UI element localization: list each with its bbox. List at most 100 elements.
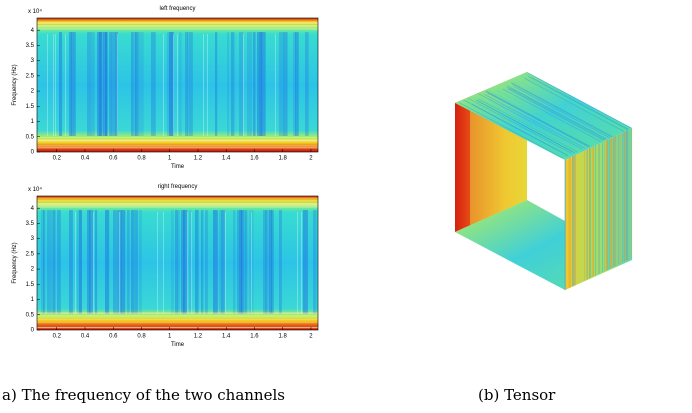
spectrogram-texture [305, 32, 309, 136]
y-axis-label: Frequency (Hz) [12, 64, 18, 105]
spectrogram-texture [269, 210, 273, 314]
spectrogram-texture [131, 32, 134, 136]
spectrogram-texture [133, 32, 137, 136]
spectrogram-texture [293, 32, 296, 136]
y-tick-label: 1.5 [26, 104, 35, 110]
spectrogram-texture [297, 212, 298, 314]
x-tick-label: 0.4 [81, 334, 90, 340]
y-tick-label: 2 [31, 89, 35, 95]
spectrogram-texture [177, 210, 180, 314]
y-tick-label: 1 [31, 297, 35, 303]
cube-stripe [496, 90, 596, 144]
spectrogram-texture [271, 210, 274, 314]
spectrogram-texture [43, 210, 46, 314]
spectrogram-texture [233, 210, 236, 314]
spectrogram-texture [177, 34, 178, 136]
x-tick-label: 1.2 [194, 334, 203, 340]
spectrogram-texture [55, 34, 56, 136]
cube-stripe [483, 93, 586, 149]
spectrogram-texture [195, 210, 199, 314]
spectrogram-image [37, 196, 318, 330]
x-axis-label: Time [171, 164, 185, 170]
spectrogram-texture [227, 32, 230, 136]
spectrogram-texture [237, 210, 242, 314]
spectrogram-texture [57, 210, 61, 314]
y-tick-label: 0 [31, 150, 35, 156]
x-tick-label: 1 [168, 156, 172, 162]
x-tick-label: 2 [309, 156, 313, 162]
spectrogram-texture [115, 32, 118, 136]
spectrogram-texture [187, 32, 190, 136]
spectrogram-texture [267, 210, 271, 314]
cube-stripe [476, 100, 575, 153]
cube-stripe [509, 87, 606, 140]
spectrogram-texture [179, 32, 182, 136]
caption: a) The frequency of the two channels [2, 386, 285, 404]
y-tick-label: 3.5 [26, 221, 35, 227]
spectrogram-texture [163, 212, 164, 314]
spectrogram-texture [189, 32, 193, 136]
spectrogram-texture [89, 210, 94, 314]
spectrogram-texture [87, 32, 92, 136]
spectrogram-texture [279, 210, 282, 314]
spectrogram-texture [275, 34, 276, 136]
spectrogram-texture [263, 210, 268, 314]
cube-stripe [459, 103, 563, 159]
cube-stripe [511, 82, 613, 137]
caption: (b) Tensor [478, 386, 556, 404]
spectrogram-texture [69, 32, 72, 136]
spectrogram-texture [239, 210, 243, 314]
x-tick-label: 1.4 [222, 334, 231, 340]
cube-stripe [513, 85, 610, 138]
cube-stripe [529, 77, 627, 131]
cube-stripe [468, 104, 566, 157]
spectrogram-texture [265, 210, 268, 314]
chart-title: left frequency [159, 6, 195, 12]
spectrogram-texture [167, 32, 172, 136]
x-axis-label: Time [171, 342, 185, 348]
cube-stripe [502, 88, 601, 142]
cube-stripe [524, 73, 630, 130]
y-tick-label: 3.5 [26, 43, 35, 49]
spectrogram-texture [295, 32, 299, 136]
spectrogram-texture [215, 32, 218, 136]
spectrogram-texture [87, 210, 91, 314]
cube-stripe [463, 99, 568, 156]
cube-stripe [466, 99, 570, 156]
spectrogram-texture [185, 32, 188, 136]
y-tick-label: 2.5 [26, 251, 35, 257]
x-tick-label: 1 [168, 334, 172, 340]
spectrogram-texture [231, 32, 234, 136]
spectrogram-texture [117, 34, 118, 136]
spectrogram-texture [109, 32, 112, 136]
spectrogram-texture [151, 32, 156, 136]
spectrogram-image [37, 18, 318, 152]
cube-stripe [475, 102, 572, 155]
spectrogram-texture [191, 212, 192, 314]
spectrogram-texture [117, 210, 122, 314]
cube-stripe [507, 88, 604, 141]
spectrogram-texture [47, 34, 48, 136]
spectrogram-texture [233, 32, 236, 136]
spectrogram-texture [77, 210, 82, 314]
cube-stripe [506, 85, 607, 140]
spectrogram-texture [51, 210, 56, 314]
spectrogram-texture [249, 210, 254, 314]
cube-stripe [476, 97, 578, 152]
spectrogram-texture [99, 32, 102, 136]
y-tick-label: 3 [31, 58, 35, 64]
y-tick-label: 2.5 [26, 73, 35, 79]
y-scale-label: x 10⁴ [28, 186, 42, 193]
spectrogram-texture [75, 212, 76, 314]
spectrogram-texture [183, 210, 188, 314]
spectrogram-texture [205, 210, 208, 314]
y-tick-label: 4 [31, 206, 35, 212]
y-tick-label: 1 [31, 119, 35, 125]
cube-stripe [524, 78, 625, 132]
y-tick-label: 2 [31, 267, 35, 273]
spectrogram-texture [93, 212, 94, 314]
spectrogram-texture [225, 212, 226, 314]
spectrogram-texture [101, 32, 104, 136]
